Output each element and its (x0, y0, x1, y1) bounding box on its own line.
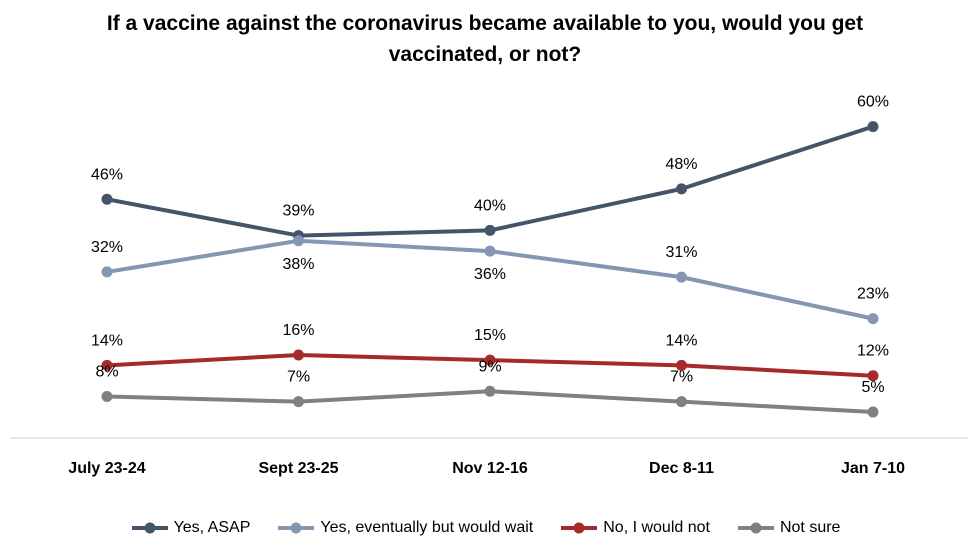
legend-item: Yes, ASAP (130, 515, 251, 541)
legend-label: Yes, eventually but would wait (320, 519, 534, 536)
data-point (676, 271, 687, 283)
data-label: 36% (474, 266, 506, 283)
data-label: 60% (857, 94, 889, 111)
x-tick-labels: July 23-24 Sept 23-25 Nov 12-16 Dec 8-11 Jan… (68, 460, 905, 477)
data-label: 38% (282, 256, 314, 273)
data-label: 39% (282, 203, 314, 220)
data-point (293, 396, 304, 408)
x-tick-label: Sept 23-25 (258, 460, 338, 477)
data-label: 12% (857, 343, 889, 360)
data-point (676, 396, 687, 408)
data-point (101, 390, 113, 402)
data-label: 16% (282, 322, 314, 339)
data-label: 40% (474, 197, 506, 214)
data-label: 32% (91, 239, 123, 256)
x-tick-label: Jan 7-10 (841, 460, 905, 477)
data-point (867, 121, 879, 133)
data-point (676, 183, 687, 195)
data-label: 9% (478, 358, 501, 375)
data-point (676, 359, 687, 371)
legend-swatch (737, 522, 774, 534)
legend: Yes, ASAP Yes, eventually but would wait N… (0, 515, 970, 541)
data-label: 8% (95, 363, 118, 380)
data-label: 48% (665, 156, 697, 173)
data-label: 14% (91, 332, 123, 349)
legend-swatch (131, 522, 168, 534)
x-tick-label: Dec 8-11 (649, 460, 714, 477)
legend-label: Yes, ASAP (173, 519, 251, 536)
legend-item: Not sure (736, 515, 840, 541)
data-point (101, 359, 113, 371)
legend-swatch (278, 522, 315, 534)
data-point (101, 266, 113, 278)
legend-item: Yes, eventually but would wait (276, 515, 533, 541)
legend-label: No, I would not (603, 519, 710, 536)
data-point (293, 235, 304, 247)
data-label: 31% (665, 244, 697, 261)
series-line (106, 124, 874, 238)
legend-swatch (561, 522, 598, 534)
data-point (293, 349, 304, 361)
data-point (101, 193, 113, 205)
data-point (867, 370, 879, 382)
data-point (484, 385, 496, 397)
x-tick-label: July 23-24 (68, 460, 145, 477)
legend-label: Not sure (779, 519, 841, 536)
legend-item: No, I would not (559, 515, 710, 541)
series-3: 8% 7% 9% 7% 5% (95, 358, 885, 418)
data-label: 46% (91, 166, 123, 183)
data-point (484, 354, 496, 366)
data-label: 5% (861, 379, 884, 396)
series-layer: 46%39% 40%48%60%32%38%36%31%23%14%16% 15% 1… (91, 94, 889, 418)
data-label: 7% (287, 369, 310, 386)
data-point (484, 245, 496, 257)
data-label: 15% (474, 327, 506, 344)
series-2: 14% 16% 15% 14% 12% (91, 322, 889, 382)
data-point (867, 313, 879, 325)
data-label: 23% (857, 286, 889, 303)
series-1: 32% 38% 36% 31% 23% (91, 235, 889, 325)
data-label: 7% (670, 369, 693, 386)
chart-title: If a vaccine against the coronavirus bec… (106, 12, 864, 66)
data-point (867, 406, 879, 418)
data-label: 14% (665, 332, 697, 349)
data-point (484, 224, 496, 236)
series-0: 46% 39% 40% 48% 60% (91, 94, 889, 242)
x-tick-label: Nov 12-16 (452, 460, 528, 477)
